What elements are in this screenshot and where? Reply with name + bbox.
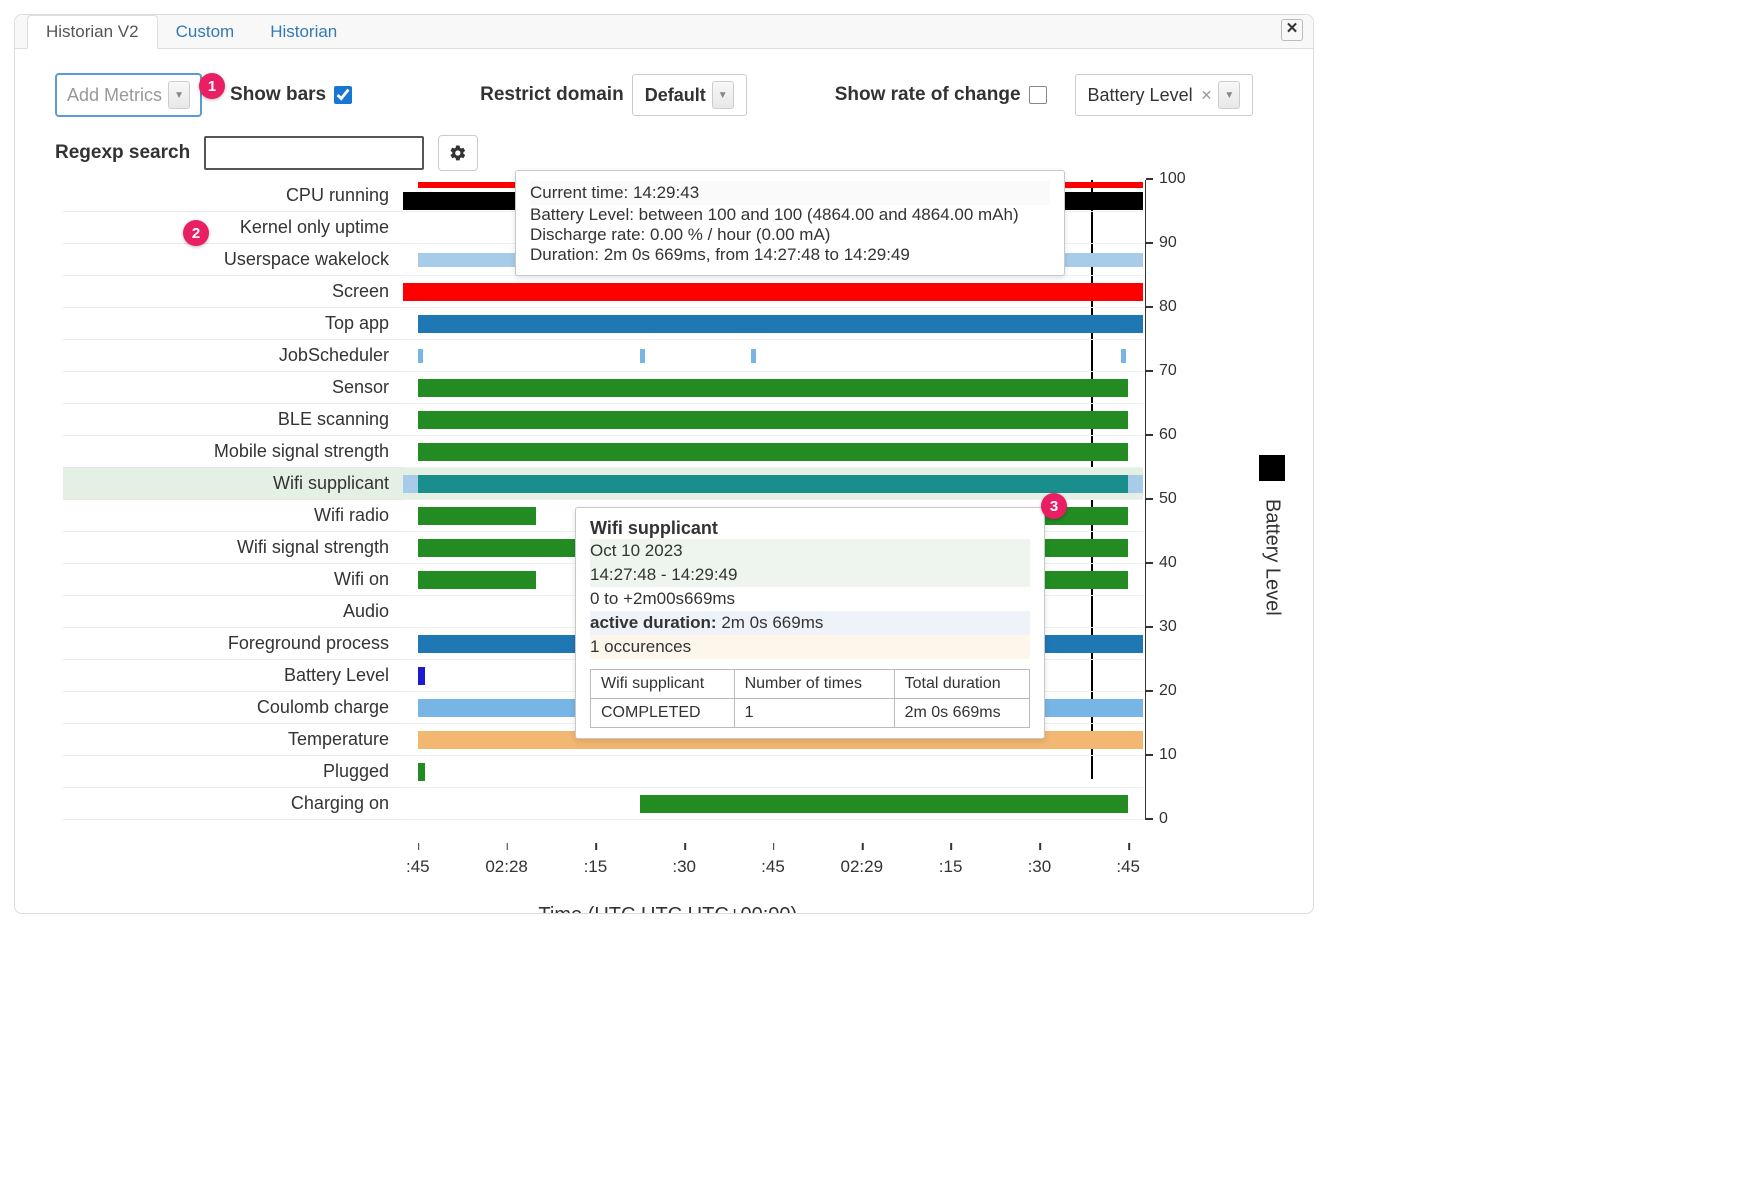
timeline-bar[interactable] [418, 475, 1128, 493]
add-metrics-select[interactable]: Add Metrics ▼ [55, 73, 202, 117]
metric-label: Coulomb charge [63, 692, 403, 724]
timeline-bar[interactable] [418, 349, 423, 363]
remove-chip-icon[interactable]: ✕ [1201, 87, 1213, 104]
legend-swatch [1259, 455, 1285, 481]
regexp-label: Regexp search [55, 142, 190, 164]
gear-icon [449, 144, 467, 162]
metric-label: CPU running [63, 180, 403, 212]
tab-historian-v2[interactable]: Historian V2 [27, 15, 158, 49]
metric-label: BLE scanning [63, 404, 403, 436]
chevron-down-icon: ▼ [712, 81, 734, 109]
metric-label: Audio [63, 596, 403, 628]
show-bars-label: Show bars [230, 84, 326, 106]
metric-label: Charging on [63, 788, 403, 820]
timeline-bar[interactable] [418, 571, 536, 589]
hover-tooltip: Current time: 14:29:43 Battery Level: be… [515, 170, 1065, 276]
timeline-bar[interactable] [418, 379, 1128, 397]
timeline-bar[interactable] [751, 349, 756, 363]
metric-label: Foreground process [63, 628, 403, 660]
timeline-bar[interactable] [418, 763, 425, 781]
metric-label: Wifi signal strength [63, 532, 403, 564]
annotation-badge-3: 3 [1041, 493, 1067, 519]
chevron-down-icon: ▼ [168, 81, 190, 109]
regexp-input[interactable] [204, 136, 424, 170]
timeline-bar[interactable] [1039, 571, 1128, 589]
timeline-bar[interactable] [418, 667, 425, 685]
x-axis: :4502:28:15:30:4502:29:15:30:45 [403, 857, 1143, 891]
metric-label: Plugged [63, 756, 403, 788]
timeline-bar[interactable] [418, 315, 1143, 333]
series-chip-select[interactable]: Battery Level ✕ ▼ [1075, 74, 1254, 116]
x-axis-title: Time (UTC UTC UTC+00:00) [538, 904, 797, 914]
metric-label: Sensor [63, 372, 403, 404]
y-axis: 0102030405060708090100 [1145, 180, 1191, 820]
toolbar-secondary: Regexp search [15, 125, 1313, 173]
tab-custom[interactable]: Custom [158, 16, 253, 48]
add-metrics-label: Add Metrics [67, 85, 162, 106]
metric-label: Wifi on [63, 564, 403, 596]
metric-label: Wifi supplicant [63, 468, 403, 500]
metric-label: Top app [63, 308, 403, 340]
timeline-bar[interactable] [640, 349, 645, 363]
timeline-bar[interactable] [418, 411, 1128, 429]
restrict-domain-label: Restrict domain [480, 84, 624, 106]
metric-label: Battery Level [63, 660, 403, 692]
restrict-domain-select[interactable]: Default ▼ [632, 74, 747, 116]
chevron-down-icon: ▼ [1218, 81, 1240, 109]
historian-panel: Historian V2 Custom Historian ✕ Add Metr… [14, 14, 1314, 914]
legend: Battery Level [1259, 455, 1285, 616]
metric-label: Kernel only uptime [63, 212, 403, 244]
timeline-bar[interactable] [418, 507, 536, 525]
metric-label: Screen [63, 276, 403, 308]
timeline-bar[interactable] [640, 795, 1128, 813]
detail-table: Wifi supplicant Number of times Total du… [590, 669, 1030, 728]
detail-tooltip: Wifi supplicant Oct 10 2023 14:27:48 - 1… [575, 507, 1045, 739]
legend-label: Battery Level [1261, 499, 1284, 616]
metric-label: JobScheduler [63, 340, 403, 372]
settings-button[interactable] [438, 135, 478, 171]
tab-bar: Historian V2 Custom Historian ✕ [15, 15, 1313, 49]
timeline-bar[interactable] [418, 443, 1128, 461]
metric-label: Wifi radio [63, 500, 403, 532]
timeline-bar[interactable] [403, 283, 1143, 301]
timeline-bar[interactable] [1121, 349, 1126, 363]
close-icon[interactable]: ✕ [1281, 19, 1303, 41]
annotation-badge-1: 1 [199, 73, 225, 99]
metric-label: Userspace wakelock [63, 244, 403, 276]
annotation-badge-2: 2 [183, 220, 209, 246]
metric-label: Mobile signal strength [63, 436, 403, 468]
show-bars-checkbox[interactable] [334, 86, 352, 104]
tab-historian[interactable]: Historian [252, 16, 355, 48]
show-rate-checkbox[interactable] [1029, 86, 1047, 104]
show-rate-label: Show rate of change [835, 84, 1021, 106]
metric-label: Temperature [63, 724, 403, 756]
